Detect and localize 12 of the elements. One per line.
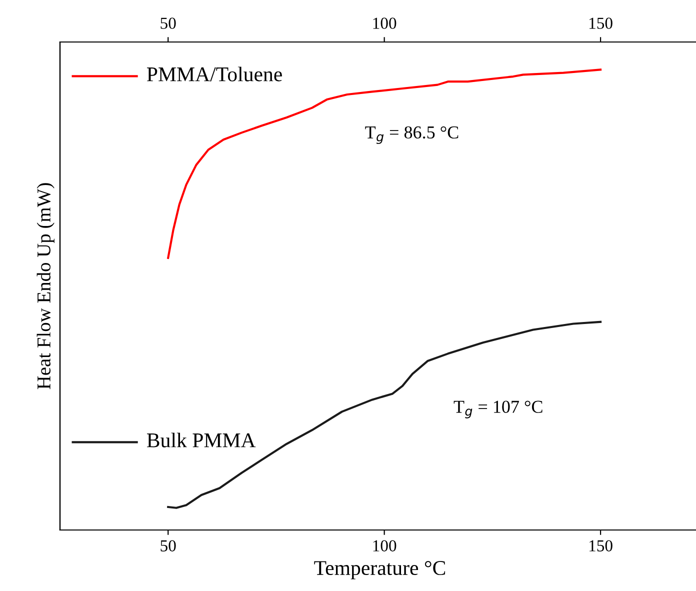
legend-label: PMMA/Toluene — [147, 66, 282, 82]
x-tick-label: 100 — [373, 540, 396, 552]
legend-label: Bulk PMMA — [147, 432, 256, 448]
x2-tick-label: 150 — [590, 18, 612, 29]
y-axis-title: Heat Flow Endo Up (mW) — [36, 183, 54, 390]
annotation: T$_{g}$ = 107 °C — [454, 400, 542, 418]
x-tick-label: 50 — [160, 540, 176, 552]
x2-tick-label: 50 — [160, 18, 176, 29]
annotation: T$_{g}$ = 86.5 °C — [365, 126, 458, 144]
x-tick-label: 150 — [590, 540, 612, 552]
x-axis-title: Temperature °C — [314, 560, 446, 580]
x2-tick-label: 100 — [373, 18, 396, 29]
